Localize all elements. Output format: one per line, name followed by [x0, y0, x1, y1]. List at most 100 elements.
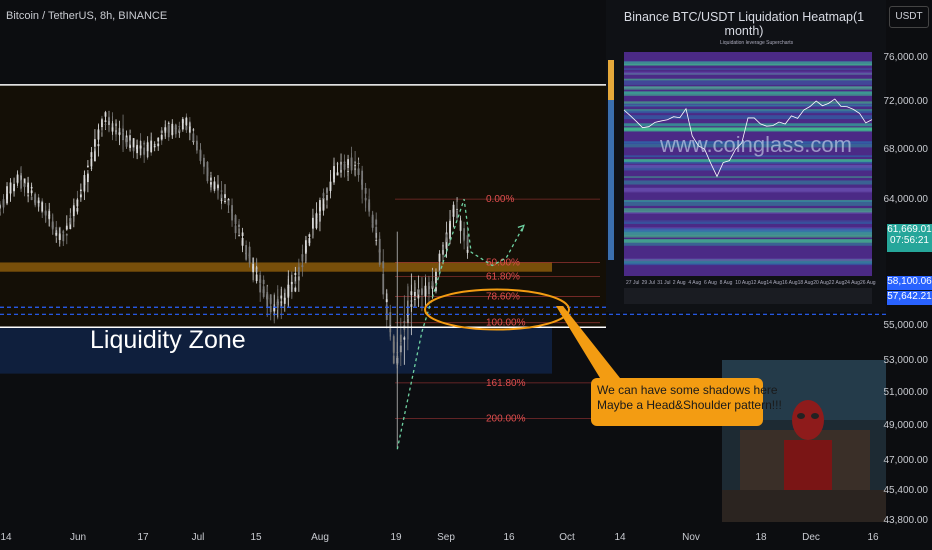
candle-body [0, 204, 1, 208]
heatmap-band [624, 86, 872, 90]
x-tick-label: 17 [137, 532, 149, 543]
candle-body [178, 126, 181, 127]
candle-body [30, 190, 33, 194]
candle-body [136, 146, 139, 154]
candle-body [410, 291, 413, 296]
y-tick-label: 53,000.00 [884, 355, 929, 366]
y-tick-label: 55,000.00 [884, 320, 929, 331]
heatmap-scale-high [608, 60, 614, 100]
candle-body [37, 200, 40, 204]
candle-body [399, 334, 402, 343]
heatmap-x-tick: 22 Aug [829, 280, 845, 286]
symbol-label[interactable]: Bitcoin / TetherUS, 8h, BINANCE [6, 10, 168, 22]
candle-body [241, 238, 244, 246]
candle-body [463, 233, 465, 236]
candle-body [350, 157, 353, 171]
candle-body [30, 196, 33, 201]
candle-body [449, 220, 451, 232]
candle-body [220, 190, 223, 192]
candle-body [445, 234, 448, 238]
x-tick-label: 14 [614, 532, 626, 543]
y-tick-label: 49,000.00 [884, 420, 929, 431]
candle-body [167, 123, 170, 125]
candle-body [392, 341, 395, 354]
candle-body [174, 125, 177, 135]
candle-body [438, 253, 441, 262]
candle-body [413, 299, 416, 300]
candle-body [245, 245, 248, 260]
heatmap-x-tick: 31 Jul [657, 280, 670, 286]
candle-body [234, 215, 237, 222]
heatmap-band [624, 242, 872, 246]
fib-label-6: 200.00% [486, 413, 526, 424]
heatmap-legend: Liquidation leverage Supercharts [720, 40, 794, 46]
candle-body [361, 179, 364, 190]
candle-body [20, 179, 22, 189]
heatmap-watermark: www.coinglass.com [660, 132, 852, 157]
candle-body [262, 286, 265, 297]
candle-body [312, 217, 314, 227]
projection-arrowhead [517, 224, 525, 232]
heatmap-band [624, 220, 872, 222]
heatmap-band [624, 127, 872, 132]
candle-body [382, 279, 385, 295]
candle-body [104, 124, 107, 125]
candle-body [234, 225, 237, 234]
candle-body [347, 159, 349, 168]
candle-body [435, 271, 437, 277]
candle-body [69, 215, 72, 217]
heatmap-x-tick: 2 Aug [673, 280, 686, 286]
candle-body [329, 181, 332, 187]
x-tick-label: 15 [250, 532, 262, 543]
heatmap-band [624, 78, 872, 81]
candle-body [227, 211, 230, 213]
candle-body [326, 187, 328, 194]
candle-body [442, 246, 444, 250]
y-tick-label: 68,000.00 [884, 144, 929, 155]
heatmap-band [624, 123, 872, 126]
candle-body [210, 182, 212, 185]
heatmap-band [624, 155, 872, 158]
heatmap-band [624, 164, 872, 169]
candle-body [375, 240, 378, 241]
candle-body [220, 200, 223, 202]
candle-body [421, 290, 423, 294]
callout-box: We can have some shadows here Maybe a He… [591, 378, 782, 426]
y-tick-label: 64,000.00 [884, 194, 929, 205]
x-axis-ticks[interactable]: 14 Jun 17 Jul 15 Aug 19 Sep 16 Oct 14 Nov 18 Dec 16 [0, 532, 879, 543]
candle-body [6, 186, 8, 200]
candle-body [76, 199, 79, 207]
heatmap-volume [624, 288, 872, 304]
candle-body [41, 202, 44, 212]
candle-body [108, 116, 110, 122]
candle-body [171, 123, 174, 135]
heatmap-x-tick: 8 Aug [720, 280, 733, 286]
heatmap-band [624, 68, 872, 70]
level-2-tag: 57,642.21 [887, 291, 932, 305]
heatmap-band [624, 239, 872, 243]
liquidity-zone-box [0, 327, 552, 374]
candle-body [206, 168, 209, 174]
fib-label-4: 100.00% [486, 318, 526, 329]
candle-body [417, 288, 420, 290]
character-image [722, 360, 886, 522]
y-tick-label: 76,000.00 [884, 52, 929, 63]
y-axis-ticks[interactable]: 76,000.00 72,000.00 68,000.00 64,000.00 55,0… [884, 52, 929, 526]
candle-body [290, 281, 293, 285]
currency-unit-button[interactable]: USDT [889, 6, 929, 28]
candle-body [354, 161, 357, 163]
heatmap-x-tick: 18 Aug [798, 280, 814, 286]
heatmap-band [624, 80, 872, 85]
fib-label-5: 161.80% [486, 378, 526, 389]
candle-body [392, 355, 395, 364]
candle-body [322, 204, 325, 210]
heatmap-band [624, 208, 872, 213]
fib-label-2: 61.80% [486, 271, 520, 282]
candle-body [382, 261, 385, 269]
heatmap-band [624, 258, 872, 262]
candle-body [304, 240, 307, 254]
heatmap-band [624, 61, 872, 66]
candle-body [213, 181, 216, 190]
x-tick-label: 16 [503, 532, 515, 543]
